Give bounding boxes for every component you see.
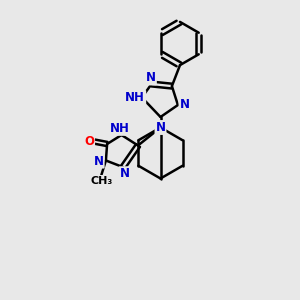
- Text: N: N: [146, 71, 156, 85]
- Text: NH: NH: [110, 122, 130, 135]
- Text: CH₃: CH₃: [90, 176, 112, 186]
- Text: N: N: [94, 154, 104, 168]
- Text: NH: NH: [125, 91, 145, 104]
- Text: N: N: [119, 167, 130, 180]
- Text: N: N: [155, 121, 166, 134]
- Text: N: N: [179, 98, 190, 112]
- Text: O: O: [84, 135, 94, 148]
